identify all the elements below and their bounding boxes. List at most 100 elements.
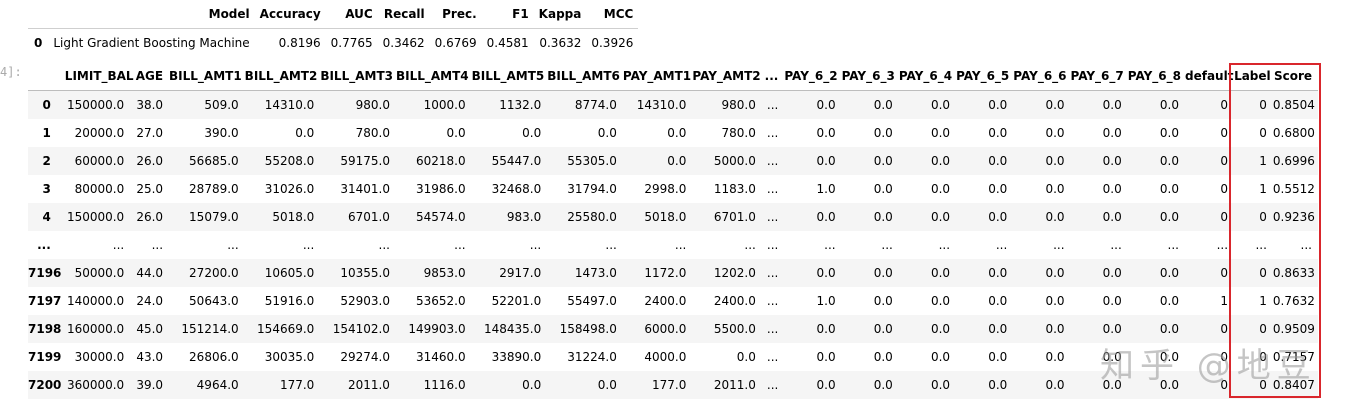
table-cell: 0.0	[988, 182, 1008, 196]
metrics-header: Model Accuracy AUC Recall Prec. F1 Kappa MCC	[28, 0, 639, 29]
table-cell: 0	[1220, 182, 1229, 196]
metrics-row: 0 Light Gradient Boosting Machine 0.8196 0.…	[28, 29, 638, 58]
row-index: 7196	[28, 266, 62, 280]
table-cell: 0.0	[1045, 98, 1065, 112]
table-cell: 0.8504	[1272, 98, 1315, 112]
dataframe-column-header: default	[1185, 62, 1235, 91]
table-cell: ...	[995, 238, 1008, 252]
table-cell: ...	[1216, 238, 1229, 252]
dataframe-column-header: PAY_6_2	[784, 62, 842, 91]
table-row: 7200 360000.0 39.0 4964.0 177.0 2011.0 1116.0 0…	[28, 371, 1318, 399]
table-cell: 0.0	[873, 210, 893, 224]
table-cell: 0.0	[873, 126, 893, 140]
table-cell: 0.0	[816, 154, 836, 168]
table-cell: ...	[766, 126, 779, 140]
table-cell: 1132.0	[499, 98, 542, 112]
table-cell: 1	[1259, 294, 1267, 308]
table-cell: 0.6800	[1272, 126, 1315, 140]
table-cell: 0.0	[816, 210, 836, 224]
table-cell: 55447.0	[491, 154, 542, 168]
table-cell: 0.0	[930, 322, 951, 336]
table-cell: 0.0	[930, 294, 951, 308]
table-cell: 151214.0	[181, 322, 239, 336]
table-cell: 14310.0	[264, 98, 315, 112]
table-row: 2 60000.0 26.0 56685.0 55208.0 59175.0 60218.0…	[28, 147, 1318, 175]
metrics-column-header: Recall	[377, 0, 430, 29]
table-cell: 177.0	[279, 378, 315, 392]
table-cell: 154669.0	[257, 322, 315, 336]
table-cell: 0.0	[597, 378, 617, 392]
row-index: 7198	[28, 322, 62, 336]
table-cell: 149903.0	[408, 322, 466, 336]
table-cell: 1202.0	[713, 266, 756, 280]
dataframe-column-header: BILL_AMT5	[471, 62, 548, 91]
table-cell: 0.6996	[1272, 154, 1315, 168]
metrics-cell: 0.3926	[591, 36, 634, 50]
metrics-column-header: F1	[481, 0, 534, 29]
table-cell: 53652.0	[415, 294, 466, 308]
table-cell: 2011.0	[713, 378, 756, 392]
table-cell: 0.0	[1045, 126, 1065, 140]
table-row: 7197 140000.0 24.0 50643.0 51916.0 52903.0 536…	[28, 287, 1318, 315]
table-cell: 24.0	[136, 294, 164, 308]
metrics-column-header	[28, 0, 48, 29]
table-cell: 6701.0	[713, 210, 756, 224]
table-cell: 0.0	[1159, 98, 1179, 112]
dataframe-body: 0 150000.0 38.0 509.0 14310.0 980.0 1000.0 1132…	[28, 90, 1318, 399]
row-index: 7197	[28, 294, 62, 308]
table-cell: 1.0	[816, 182, 836, 196]
table-cell: 0.0	[1102, 322, 1122, 336]
table-cell: 2400.0	[644, 294, 687, 308]
dataframe-header-row: LIMIT_BAL AGE BILL_AMT1 BILL_AMT2 BILL_AMT3 B…	[28, 62, 1318, 91]
table-cell: 0.0	[988, 378, 1008, 392]
table-cell: 2400.0	[713, 294, 756, 308]
table-cell: ...	[766, 266, 779, 280]
table-cell: 0.7632	[1272, 294, 1315, 308]
predictions-dataframe: LIMIT_BAL AGE BILL_AMT1 BILL_AMT2 BILL_AMT3 B…	[28, 62, 1318, 399]
table-cell: 0.0	[873, 378, 893, 392]
table-cell: 0	[1259, 266, 1267, 280]
table-cell: 0.0	[667, 126, 687, 140]
table-cell: 0.0	[873, 322, 893, 336]
dataframe-column-header: BILL_AMT4	[395, 62, 472, 91]
table-cell: 5500.0	[713, 322, 756, 336]
table-cell: 0	[1220, 266, 1229, 280]
table-cell: ...	[1167, 238, 1179, 252]
table-cell: ...	[302, 238, 315, 252]
table-cell: 6000.0	[644, 322, 687, 336]
table-cell: 0.0	[522, 378, 542, 392]
metrics-row-index: 0	[34, 36, 43, 50]
dataframe-column-header: PAY_6_3	[841, 62, 899, 91]
table-cell: ...	[378, 238, 390, 252]
table-cell: 0.0	[1102, 210, 1122, 224]
table-cell: 0	[1259, 322, 1267, 336]
table-cell: 0.0	[988, 126, 1008, 140]
table-cell: 51916.0	[264, 294, 315, 308]
dataframe-column-header: Label	[1234, 62, 1273, 91]
table-cell: 15079.0	[189, 210, 239, 224]
table-row: ........................................…	[28, 231, 1318, 259]
dataframe-column-header: BILL_AMT3	[320, 62, 396, 91]
table-cell: ...	[766, 238, 779, 252]
row-index: 7199	[28, 350, 62, 364]
table-cell: 55208.0	[264, 154, 315, 168]
table-cell: 0	[1220, 350, 1229, 364]
table-cell: 45.0	[136, 322, 164, 336]
table-cell: ...	[938, 238, 951, 252]
row-index: ...	[37, 238, 51, 252]
table-cell: 0.0	[873, 98, 893, 112]
table-cell: 0.9509	[1272, 322, 1315, 336]
table-cell: 0.8407	[1272, 378, 1315, 392]
table-cell: 31986.0	[415, 182, 466, 196]
table-cell: 0.0	[988, 266, 1008, 280]
table-cell: 0.0	[1159, 126, 1179, 140]
table-cell: 4964.0	[196, 378, 239, 392]
table-cell: 0.0	[446, 126, 466, 140]
table-cell: 28789.0	[189, 182, 239, 196]
table-cell: 32468.0	[491, 182, 542, 196]
table-cell: 5018.0	[644, 210, 687, 224]
table-cell: 1	[1259, 154, 1267, 168]
table-cell: 0.0	[873, 182, 893, 196]
table-row: 3 80000.0 25.0 28789.0 31026.0 31401.0 31986.0…	[28, 175, 1318, 203]
